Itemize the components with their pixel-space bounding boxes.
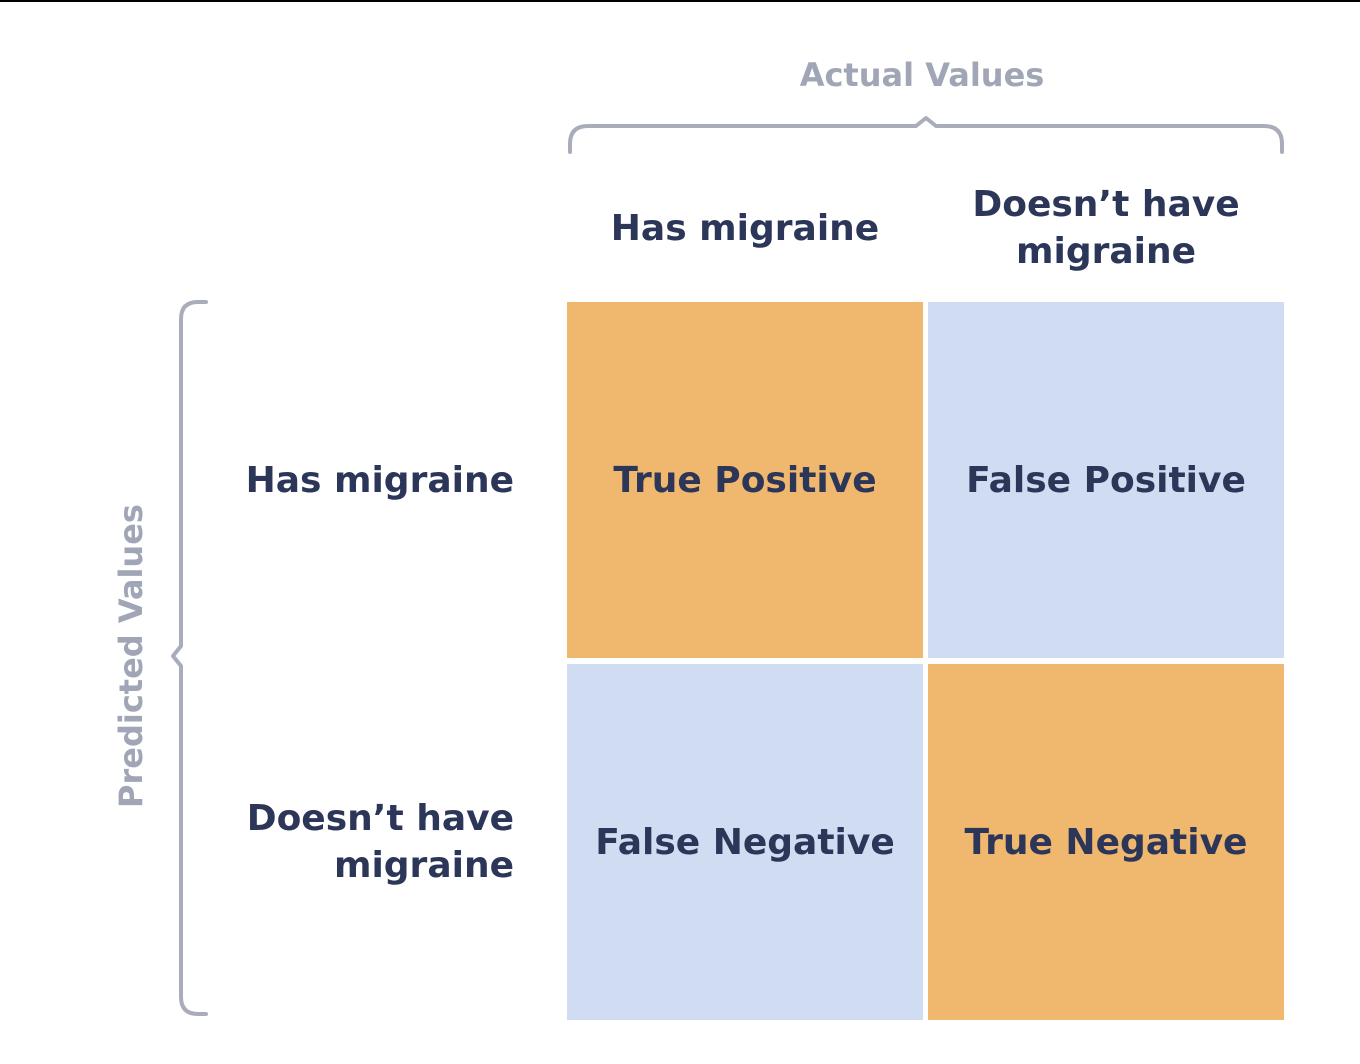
row-header-doesnt-have-migraine: Doesn’t have migraine xyxy=(246,798,514,886)
top-border xyxy=(0,0,1360,2)
row-header-has-migraine: Has migraine xyxy=(245,459,514,501)
predicted-values-label: Predicted Values xyxy=(112,504,150,808)
cell-false-negative: False Negative xyxy=(567,664,923,1020)
cell-true-negative: True Negative xyxy=(928,664,1284,1020)
cell-false-positive: False Positive xyxy=(928,302,1284,658)
actual-values-label: Actual Values xyxy=(799,56,1045,94)
column-header-has-migraine: Has migraine xyxy=(610,207,880,249)
column-header-doesnt-have-migraine: Doesn’t have migraine xyxy=(972,184,1240,272)
cell-true-positive: True Positive xyxy=(567,302,923,658)
